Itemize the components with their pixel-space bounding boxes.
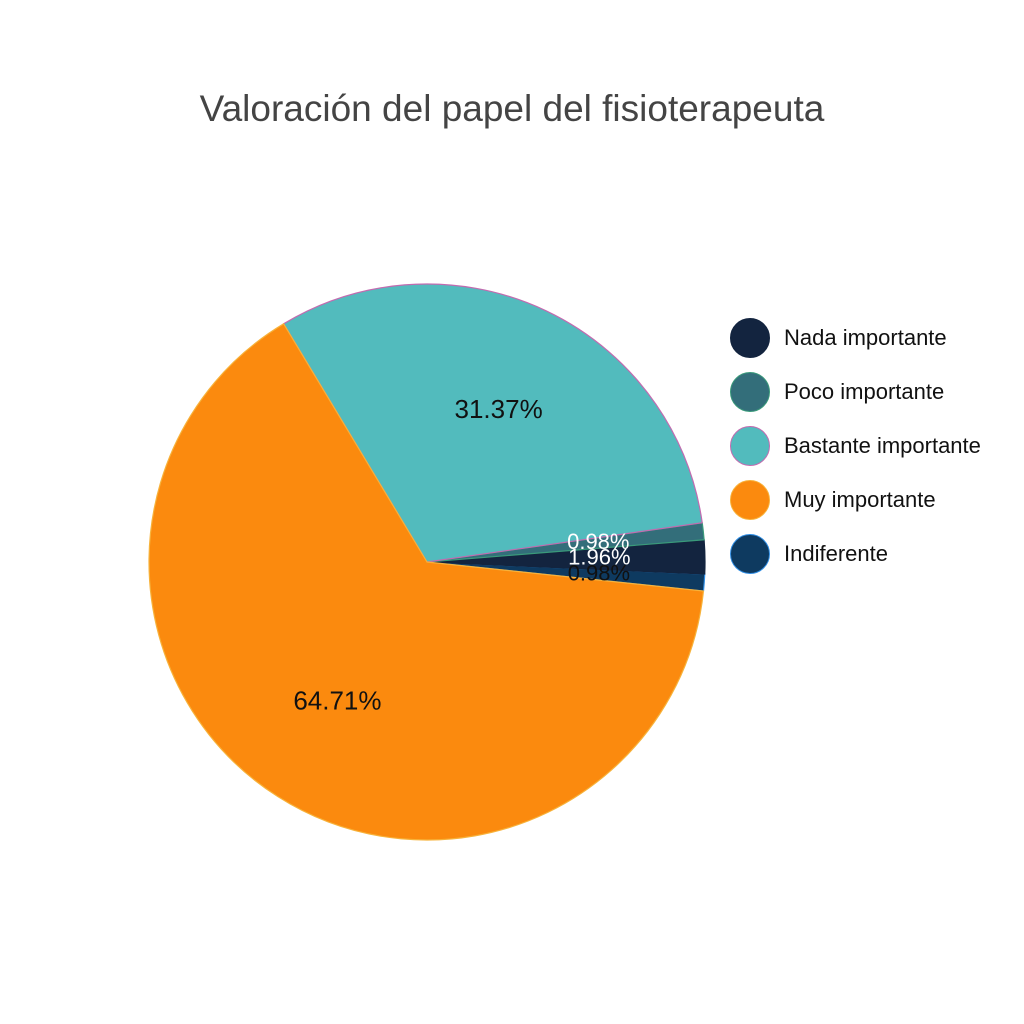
pie-label-indiferente: 0.98% [568, 561, 630, 586]
legend-item: Muy importante [730, 473, 981, 527]
legend-item: Bastante importante [730, 419, 981, 473]
legend-label: Nada importante [784, 325, 947, 350]
chart-title: Valoración del papel del fisioterapeuta [199, 88, 825, 129]
legend-item: Poco importante [730, 365, 981, 419]
legend-swatch [730, 480, 770, 520]
legend-item: Indiferente [730, 527, 981, 581]
legend-swatch [730, 372, 770, 412]
chart-legend: Nada importante Poco importante Bastante i… [730, 311, 981, 581]
pie-label-nada-importante: 1.96% [568, 545, 630, 570]
legend-label: Poco importante [784, 379, 945, 404]
legend-swatch [730, 318, 770, 358]
legend-label: Muy importante [784, 487, 936, 512]
pie-slice-bastante-importante [282, 283, 703, 563]
legend-swatch [730, 426, 770, 466]
pie-label-poco-importante: 0.98% [567, 529, 629, 554]
legend-label: Indiferente [784, 541, 888, 566]
pie-label-bastante-importante: 31.37% [455, 394, 543, 424]
pie-label-muy-importante: 64.71% [293, 686, 381, 716]
legend-swatch [730, 534, 770, 574]
legend-item: Nada importante [730, 311, 981, 365]
legend-label: Bastante importante [784, 433, 981, 458]
pie-slice-muy-importante [148, 322, 705, 841]
